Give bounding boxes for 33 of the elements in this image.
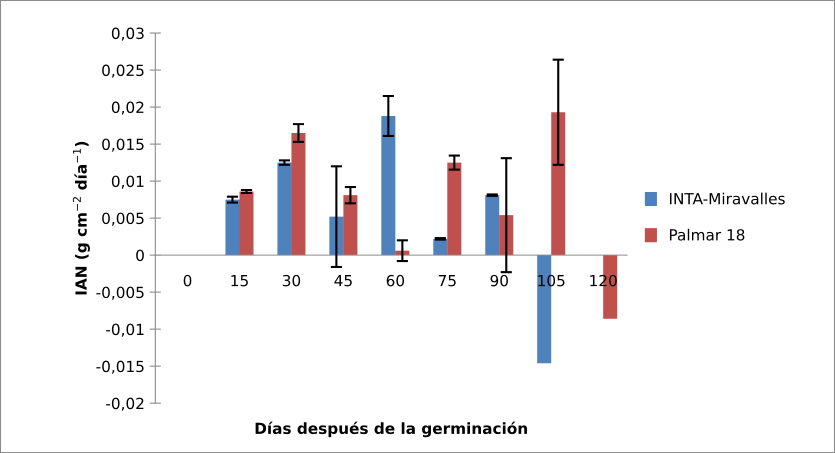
bar: [225, 200, 240, 256]
x-tick-label: 60: [386, 274, 404, 286]
x-tick-label: 75: [438, 275, 456, 286]
bar: [551, 112, 566, 256]
x-tick-label: 0: [184, 274, 192, 286]
y-tick-label: 0,02: [112, 102, 144, 115]
bar: [343, 195, 358, 256]
bar: [381, 116, 396, 256]
x-tick-label: 15: [231, 275, 248, 286]
x-tick-label: 45: [334, 275, 352, 286]
x-tick-label: 30: [282, 274, 300, 286]
bar: [447, 162, 462, 256]
y-tick-label: 0,025: [102, 64, 144, 78]
y-tick-label: -0,01: [106, 324, 144, 337]
bar: [485, 195, 500, 256]
bar: [291, 132, 306, 256]
x-tick-label: 105: [538, 274, 564, 286]
x-axis-title: Días después de la germinación: [256, 422, 527, 438]
legend-label: INTA-Miravalles: [670, 192, 785, 204]
y-tick-label: -0,02: [106, 398, 144, 411]
y-tick-label: 0: [136, 250, 144, 262]
y-tick-label: 0,01: [112, 176, 144, 189]
y-tick-label: 0,005: [102, 212, 144, 226]
x-tick-label: 90: [490, 274, 508, 286]
legend-label: Palmar 18: [670, 228, 744, 241]
y-tick-label: 0,015: [102, 138, 144, 152]
bar: [277, 162, 292, 256]
y-axis-title: IAN (g cm$^{−2}$ día$^{−1}$): [72, 142, 90, 294]
y-tick-label: -0,005: [96, 286, 144, 300]
bar: [433, 238, 448, 256]
y-tick-label: 0,03: [112, 28, 144, 41]
y-tick-label: -0,015: [96, 360, 144, 374]
bar: [239, 191, 254, 256]
